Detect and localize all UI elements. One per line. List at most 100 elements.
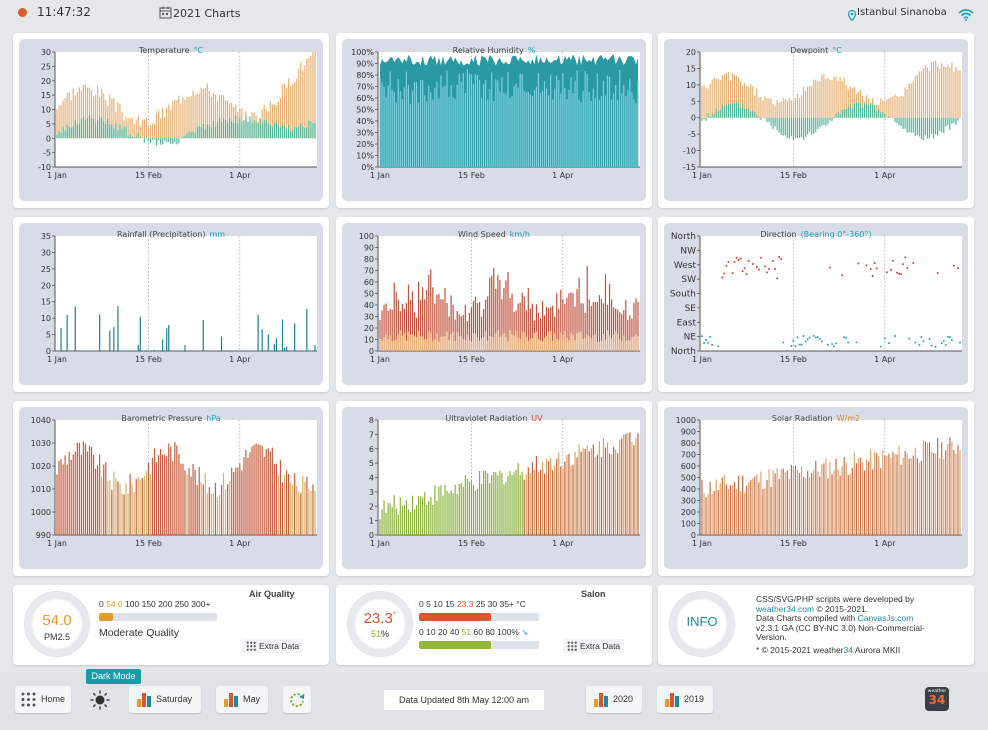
data-bar [405,340,408,351]
aq-scale: 0 54.0 100 150 200 250 300+ [99,599,210,609]
data-bar [865,104,868,118]
data-bar [125,126,127,139]
data-bar [554,333,556,351]
data-bar [464,304,466,351]
data-bar [529,473,531,535]
humidity-min-bar [452,97,454,167]
data-bar [160,448,162,535]
saturday-button[interactable]: Saturday [129,686,201,713]
data-bar [829,117,831,121]
data-bar [186,474,188,535]
data-bar [735,75,738,118]
data-bar [617,333,619,351]
humidity-min-bar [598,99,601,167]
data-bar [478,340,481,351]
data-bar [308,120,310,139]
data-bar [772,470,774,535]
data-bar [900,95,902,118]
humidity-min-bar [385,97,387,167]
weather34-logo[interactable]: weather 34 [925,687,949,711]
data-bar [590,338,592,351]
x-tick-label: 1 Apr [229,539,251,548]
data-bar [72,454,74,535]
direction-point [944,344,947,347]
y-tick-label: 0 [369,531,374,540]
data-bar [82,441,85,535]
y-tick-label: 25 [41,62,51,71]
data-bar [409,300,412,351]
humidity-min-bar [584,71,586,167]
data-bar [212,493,215,535]
info-line-text: Aurora MKII [853,644,901,655]
data-bar [945,66,947,118]
data-bar [829,462,831,535]
data-bar [867,104,870,118]
pm25-label: PM2.5 [43,632,70,642]
data-bar [926,442,929,535]
humidity-min-bar [399,91,401,167]
data-bar [794,465,797,535]
humidity-min-bar [415,82,418,167]
data-bar [754,476,756,535]
data-bar [119,483,121,535]
data-bar [72,351,74,352]
temp-scale-tick: 15 [445,599,455,609]
data-bar [198,467,200,535]
data-bar [155,112,158,139]
humidity-min-bar [529,94,531,167]
humidity-min-bar [454,98,456,167]
info-line-text: © 2015-2021. [814,603,869,614]
weather34-link[interactable]: weather34.com [756,603,815,614]
data-bar [629,315,631,351]
data-bar [930,117,933,134]
data-bar [281,319,284,351]
data-bar [943,66,945,118]
data-bar [200,127,202,139]
humidity-min-bar [615,84,617,167]
y-tick-label: -15 [683,163,696,172]
data-bar [489,277,491,351]
data-bar [56,134,58,139]
salon-extra-data-button[interactable]: Extra Data [563,639,625,653]
data-bar [401,335,403,351]
data-bar [572,334,574,351]
refresh-button[interactable] [283,686,311,713]
data-bar [275,338,278,351]
humidity-min-bar [604,95,607,167]
aq-extra-data-button[interactable]: Extra Data [242,639,304,653]
year-2019-button[interactable]: 2019 [657,686,713,713]
canvasjs-link[interactable]: CanvasJs.com [857,613,914,624]
data-bar [149,351,152,352]
dark-mode-label[interactable]: Dark Mode [86,669,141,684]
data-bar [884,102,886,118]
data-bar [805,90,807,118]
humidity-min-bar [387,85,389,167]
direction-point [898,272,901,275]
data-bar [314,490,316,535]
y-tick-label: NW [680,246,696,256]
data-bar [225,100,227,139]
data-bar [744,108,746,118]
data-bar [141,119,143,139]
data-bar [90,117,93,139]
data-bar [78,442,80,535]
data-bar [151,123,154,139]
y-tick-label: 15 [686,64,696,73]
year-2020-button[interactable]: 2020 [586,686,642,713]
data-bar [746,485,748,535]
data-bar [627,319,629,351]
data-bar [635,438,637,535]
info-circle[interactable]: INFO [669,591,735,657]
data-bar [210,351,212,352]
may-button[interactable]: May [216,686,268,713]
data-bar [192,351,194,352]
data-bar [227,484,229,535]
data-bar [613,334,615,351]
home-button[interactable]: Home [15,686,71,713]
data-bar [861,95,864,118]
sun-icon[interactable] [90,690,110,714]
data-bar [523,296,525,351]
data-bar [281,124,284,139]
data-bar [190,476,192,535]
data-bar [562,335,564,351]
